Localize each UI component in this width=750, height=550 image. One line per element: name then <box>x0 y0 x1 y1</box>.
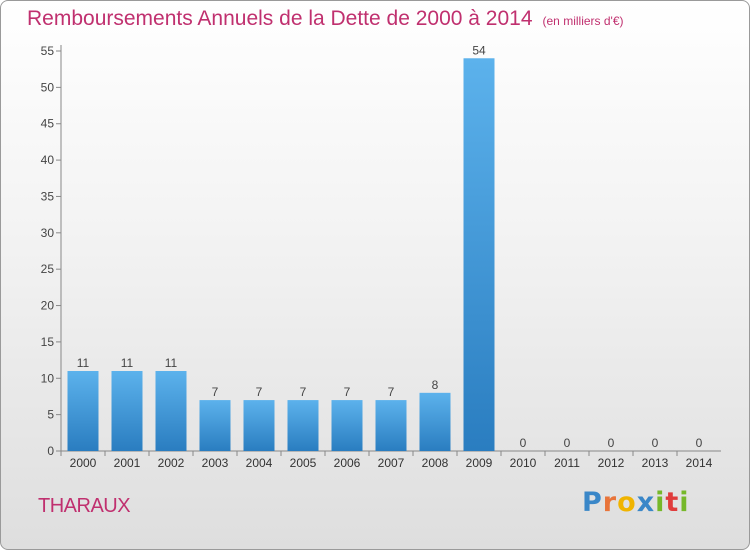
proxiti-logo: Proxiti <box>582 487 690 518</box>
data-label: 11 <box>121 356 134 370</box>
logo-letter: i <box>679 487 690 518</box>
commune-name: THARAUX <box>38 495 131 517</box>
y-tick-label: 10 <box>41 371 55 385</box>
data-label: 7 <box>344 385 351 399</box>
y-tick-label: 50 <box>41 80 55 94</box>
logo-letter: t <box>665 487 680 518</box>
y-tick-label: 15 <box>41 335 55 349</box>
logo-letter: i <box>655 487 666 518</box>
y-tick-label: 55 <box>41 44 55 58</box>
x-tick-label: 2006 <box>334 456 361 470</box>
y-tick-label: 5 <box>47 408 54 422</box>
x-tick-label: 2002 <box>158 456 185 470</box>
data-label: 8 <box>432 378 439 392</box>
data-label: 11 <box>77 356 90 370</box>
x-tick-label: 2008 <box>422 456 449 470</box>
y-tick-label: 20 <box>41 299 55 313</box>
data-label: 0 <box>608 436 615 450</box>
title-unit: (en milliers d'€) <box>542 14 624 28</box>
x-tick-label: 2000 <box>70 456 97 470</box>
logo-letter: o <box>617 487 637 518</box>
data-label: 11 <box>165 356 178 370</box>
data-label: 0 <box>652 436 659 450</box>
x-tick-label: 2007 <box>378 456 405 470</box>
bar <box>111 371 143 451</box>
x-tick-label: 2013 <box>642 456 669 470</box>
bar <box>463 58 495 451</box>
bar <box>155 371 187 451</box>
x-tick-label: 2011 <box>554 456 580 470</box>
data-label: 7 <box>300 385 307 399</box>
chart-title: Remboursements Annuels de la Dette de 20… <box>27 7 624 31</box>
bar <box>419 392 451 451</box>
x-tick-label: 2001 <box>114 456 141 470</box>
logo-letter: x <box>636 487 656 518</box>
y-tick-label: 25 <box>41 262 55 276</box>
data-label: 0 <box>564 436 571 450</box>
x-tick-label: 2003 <box>202 456 229 470</box>
data-label: 7 <box>388 385 395 399</box>
data-label: 54 <box>472 43 486 57</box>
y-tick-label: 35 <box>41 189 55 203</box>
data-label: 7 <box>212 385 219 399</box>
logo-letter: r <box>602 487 618 518</box>
y-tick-label: 45 <box>41 117 55 131</box>
x-tick-label: 2010 <box>510 456 537 470</box>
bar <box>287 400 319 451</box>
y-tick-label: 40 <box>41 153 55 167</box>
data-label: 0 <box>696 436 703 450</box>
x-tick-label: 2014 <box>686 456 713 470</box>
bar <box>331 400 363 451</box>
y-tick-label: 30 <box>41 226 55 240</box>
x-tick-label: 2004 <box>246 456 273 470</box>
data-label: 7 <box>256 385 263 399</box>
bar <box>67 371 99 451</box>
x-tick-label: 2012 <box>598 456 625 470</box>
logo-letter: P <box>582 487 603 518</box>
bar <box>199 400 231 451</box>
y-tick-label: 0 <box>47 444 54 458</box>
x-tick-label: 2005 <box>290 456 317 470</box>
bar <box>375 400 407 451</box>
bar <box>243 400 275 451</box>
title-text: Remboursements Annuels de la Dette de 20… <box>27 7 533 30</box>
x-tick-label: 2009 <box>466 456 493 470</box>
data-label: 0 <box>520 436 527 450</box>
